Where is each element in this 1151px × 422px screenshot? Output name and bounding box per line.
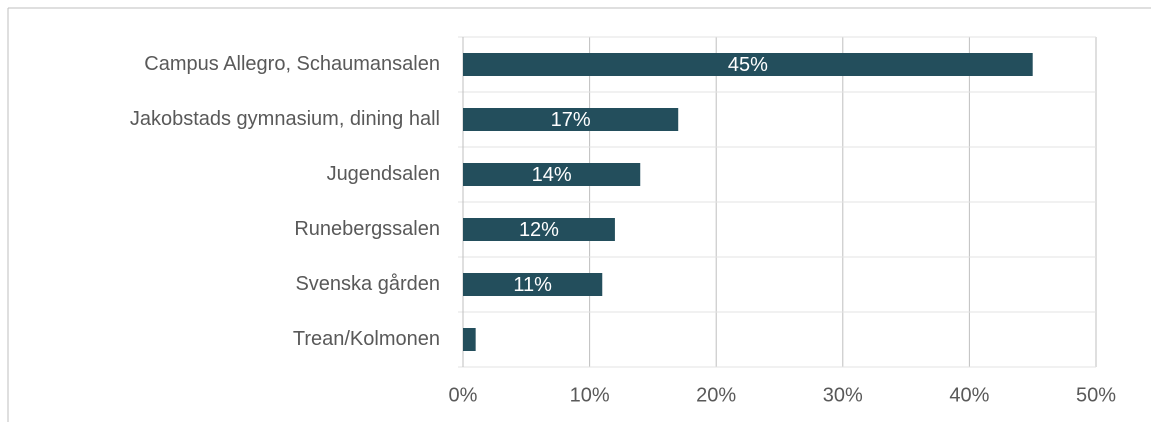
bar	[463, 53, 1033, 76]
x-tick-label: 20%	[696, 384, 736, 406]
y-tick-label: Jakobstads gymnasium, dining hall	[130, 108, 440, 130]
x-tick-label: 50%	[1076, 384, 1116, 406]
data-label: 45%	[728, 54, 768, 76]
y-tick-label: Jugendsalen	[327, 163, 440, 185]
data-label: 17%	[551, 109, 591, 131]
y-tick-label: Runebergssalen	[294, 218, 440, 240]
data-label: 11%	[513, 274, 552, 296]
bar	[463, 163, 641, 186]
bar	[463, 328, 476, 351]
bar	[463, 108, 679, 131]
x-tick-label: 10%	[570, 384, 610, 406]
x-tick-label: 40%	[949, 384, 989, 406]
y-tick-label: Svenska gården	[295, 273, 440, 295]
bar	[463, 218, 615, 241]
data-label: 14%	[532, 164, 572, 186]
x-tick-label: 0%	[449, 384, 478, 406]
data-label: 12%	[519, 219, 559, 241]
bar	[463, 273, 603, 296]
x-tick-label: 30%	[823, 384, 863, 406]
y-tick-label: Trean/Kolmonen	[293, 328, 440, 350]
y-tick-label: Campus Allegro, Schaumansalen	[144, 53, 440, 75]
